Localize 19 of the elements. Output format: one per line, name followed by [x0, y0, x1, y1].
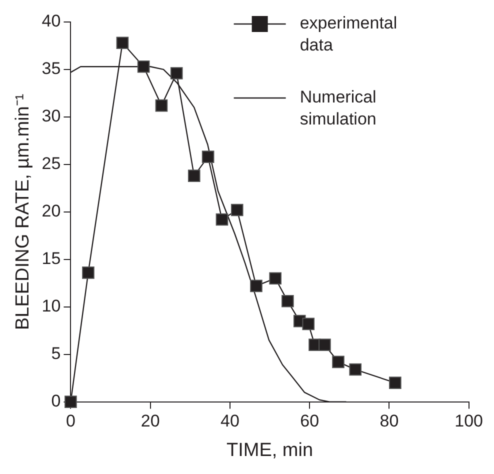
x-axis-title: TIME, min [226, 440, 314, 461]
y-tick-label: 10 [42, 296, 61, 316]
x-tick-label: 100 [454, 412, 484, 431]
y-tick-label: 0 [51, 391, 61, 410]
y-tick-label: 20 [42, 202, 61, 221]
y-tick-label: 30 [42, 106, 61, 126]
legend-label: experimental data [300, 14, 398, 55]
x-tick-label: 20 [140, 412, 160, 431]
y-axis-title: BLEEDING RATE, µm.min⁻¹ [12, 94, 34, 330]
y-tick-label: 5 [51, 344, 61, 364]
y-tick-label: 25 [42, 154, 61, 174]
x-tick-label: 40 [220, 412, 240, 431]
x-tick-label: 60 [300, 412, 320, 431]
legend-label: Numerical simulation [300, 88, 376, 129]
x-tick-label: 0 [66, 412, 76, 431]
x-tick-label: 80 [380, 412, 399, 431]
y-tick-label: 40 [42, 12, 61, 31]
y-tick-label: 15 [42, 249, 61, 268]
y-tick-label: 35 [42, 59, 61, 78]
